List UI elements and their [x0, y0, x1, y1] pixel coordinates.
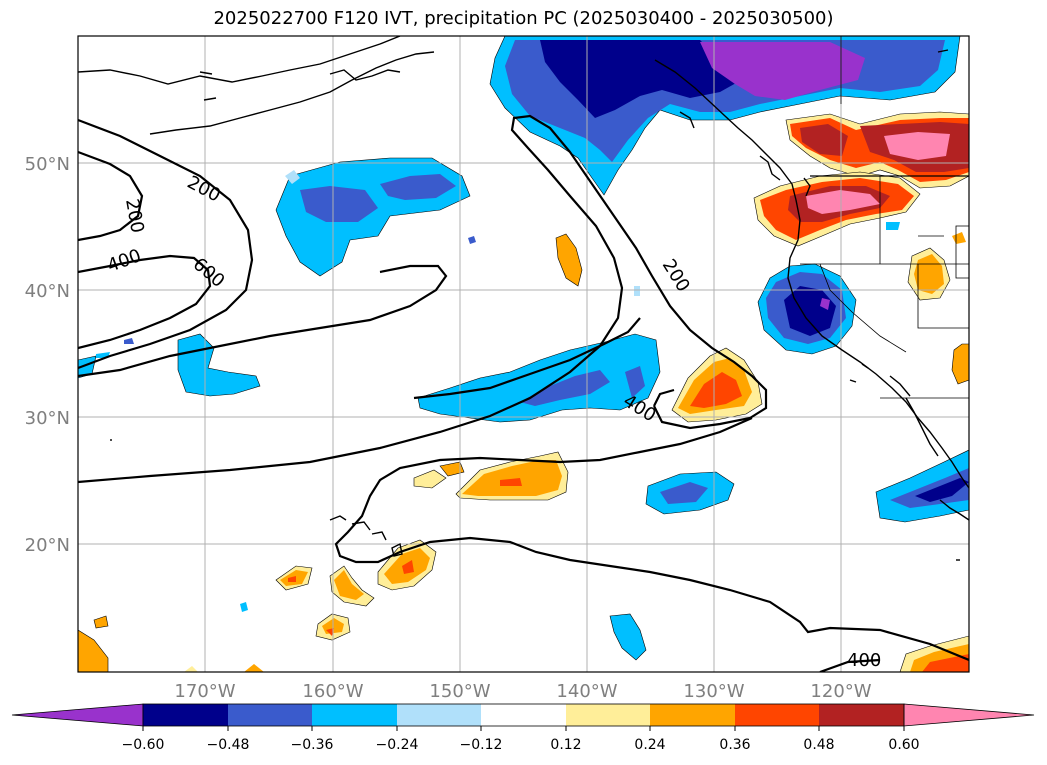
- colorbar-frame: [142, 703, 905, 727]
- ivt-contours: [78, 114, 969, 672]
- colorbar-label: −0.24: [376, 737, 419, 753]
- map-content: 200 200 400 600 200 400 400: [78, 36, 969, 672]
- lon-label-140w: 140°W: [556, 681, 617, 702]
- negative-speck: [634, 286, 640, 296]
- precip-shading: [78, 36, 969, 672]
- longitude-labels: 170°W 160°W 150°W 140°W 130°W 120°W: [174, 681, 871, 702]
- lon-label-130w: 130°W: [683, 681, 744, 702]
- positive-speck: [244, 664, 264, 672]
- positive-speck: [439, 461, 465, 477]
- lon-label-120w: 120°W: [810, 681, 871, 702]
- lat-label-50n: 50°N: [25, 154, 70, 175]
- colorbar-segment: [481, 704, 566, 726]
- colorbar-segment: [143, 704, 228, 726]
- colorbar-segment: [228, 704, 312, 726]
- positive-area-142w-41n: [555, 233, 583, 287]
- negative-speck: [468, 236, 476, 244]
- colorbar-label: 0.12: [550, 737, 581, 753]
- interior-west-positive-area: [907, 247, 969, 385]
- colorbar-segment: [650, 704, 735, 726]
- colorbar-segment: [566, 704, 650, 726]
- map-frame: [77, 35, 970, 673]
- colorbar-segment: [397, 704, 481, 726]
- colorbar-label: −0.36: [291, 737, 334, 753]
- negative-speck: [124, 338, 134, 344]
- colorbar-segment: [819, 704, 904, 726]
- lat-label-20n: 20°N: [25, 535, 70, 556]
- map-title: 2025022700 F120 IVT, precipitation PC (2…: [213, 8, 834, 29]
- colorbar: −0.60 −0.48 −0.36 −0.24 −0.12 0.12 0.24 …: [11, 703, 1035, 753]
- pacific-northwest-positive-area: [753, 111, 969, 247]
- negative-area-135w-24n: [645, 471, 735, 515]
- latitude-labels: 50°N 40°N 30°N 20°N: [25, 154, 70, 556]
- colorbar-label: −0.60: [122, 737, 165, 753]
- mexico-positive-area: [899, 635, 969, 672]
- colorbar-segment: [312, 704, 397, 726]
- colorbar-segment: [735, 704, 819, 726]
- positive-speck: [413, 469, 447, 489]
- lon-label-160w: 160°W: [302, 681, 363, 702]
- graticule: [78, 36, 969, 672]
- colorbar-label: −0.48: [207, 737, 250, 753]
- lon-label-150w: 150°W: [429, 681, 490, 702]
- negative-speck: [886, 222, 900, 230]
- colorbar-label: 0.24: [634, 737, 665, 753]
- lat-label-40n: 40°N: [25, 281, 70, 302]
- negative-area-140w-15n: [609, 613, 647, 661]
- central-pacific-negative-area: [275, 157, 471, 277]
- colorbar-extend-high: [903, 703, 1035, 727]
- positive-area-148w-26n: [455, 451, 569, 501]
- positive-speck: [184, 666, 198, 672]
- ivt-label-400-c: 400: [847, 650, 881, 671]
- hawaii-positive-areas: [93, 539, 437, 641]
- colorbar-extend-low: [11, 703, 144, 727]
- coastlines: [78, 36, 969, 561]
- colorbar-ticks: [142, 726, 905, 731]
- lat-label-30n: 30°N: [25, 408, 70, 429]
- colorbar-label: 0.48: [803, 737, 834, 753]
- positive-area-sw-corner: [78, 629, 109, 672]
- colorbar-label: 0.60: [888, 737, 919, 753]
- colorbar-label: −0.12: [460, 737, 503, 753]
- lon-label-170w: 170°W: [174, 681, 235, 702]
- negative-speck: [240, 602, 248, 612]
- colorbar-label: 0.36: [719, 737, 750, 753]
- political-boundaries: [800, 36, 969, 399]
